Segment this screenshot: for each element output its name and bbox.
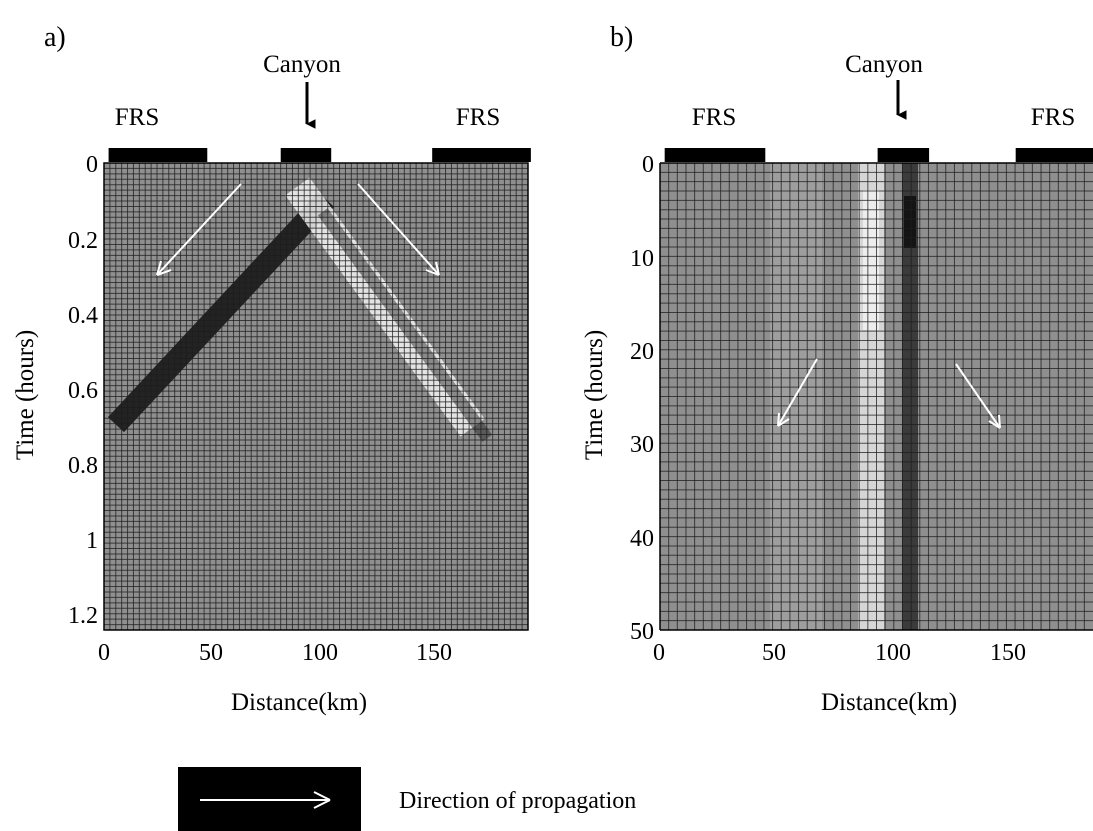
frs-bar [108,148,208,162]
panel-a-frame [103,162,529,631]
panel-a-x-tick-0: 0 [98,640,110,666]
panel-a-x-tick-100: 100 [302,640,338,666]
panel-a-y-tick-3: 0.6 [68,378,98,404]
panel-b-arrow-right [955,363,1001,429]
panel-b-arrow-left-head [777,412,790,427]
panel-b-label: b) [610,22,633,53]
panel-a-y-tick-0: 0 [86,152,98,178]
panel-b-arrow-left [777,358,818,427]
panel-a-y-axis: 0 0.2 0.4 0.6 0.8 1 1.2 Time (hours) [12,152,98,629]
panel-a-y-tick-1: 0.2 [68,228,98,254]
panel-a-arrow-right-head [425,261,440,276]
panel-b-x-tick-150: 150 [990,640,1026,666]
frs-bar [877,148,930,162]
panel-b-frs-bars [664,148,1093,162]
panel-b-y-tick-0: 0 [642,152,654,178]
panel-b-frs-left-label: FRS [692,104,736,131]
panel-a-arrow-left [156,183,242,276]
frs-bar [664,148,766,162]
panel-b-bright-column-core [863,190,879,330]
panel-a-arrow-left-head [156,260,172,276]
panel-a-arrow-right [357,183,440,276]
panel-a-label: a) [44,22,66,53]
panel-a-frs-bars [108,148,531,162]
panel-a-x-tick-50: 50 [199,640,223,666]
panel-a-grid [104,163,528,630]
panel-b-grid [660,163,1093,630]
panel-b-x-axis: 0 50 100 150 Distance(km) [653,640,1026,716]
panel-b-dark-column-core [904,196,916,248]
frs-bar [432,148,531,162]
frs-bar [280,148,332,162]
panel-a-frs-right-label: FRS [456,104,500,131]
frs-bar [1015,148,1093,162]
panel-a-y-tick-4: 0.8 [68,453,98,479]
panel-b-x-tick-50: 50 [762,640,786,666]
panel-b-frs-right-label: FRS [1031,104,1075,131]
panel-a-canyon-label: Canyon [263,51,341,78]
panel-b: b) Canyon FRS FRS 0 10 20 30 40 [581,22,1093,716]
panel-a-dark-ridge [107,191,335,433]
panel-a-x-axis: 0 50 100 150 Distance(km) [98,640,452,716]
panel-b-y-tick-50: 50 [630,619,654,645]
panel-b-y-tick-40: 40 [630,526,654,552]
panel-a-y-tick-5: 1 [86,528,98,554]
panel-b-y-axis: 0 10 20 30 40 50 Time (hours) [581,152,654,645]
panel-a: a) Canyon FRS FRS 0 0.2 0.4 0.6 0.8 1 1.… [12,22,531,716]
panel-a-plot-area [103,162,529,631]
panel-b-arrow-right-head [988,414,1001,429]
panel-a-y-tick-6: 1.2 [68,603,98,629]
panel-b-y-axis-title: Time (hours) [581,330,608,460]
panel-b-x-tick-100: 100 [875,640,911,666]
panel-b-x-axis-title: Distance(km) [821,689,957,716]
panel-a-y-axis-title: Time (hours) [12,330,39,460]
panel-b-plot-area [659,162,1093,631]
legend-arrow-icon-head [313,791,331,809]
panel-b-y-tick-10: 10 [630,246,654,272]
panel-a-bright-ridge [285,177,485,437]
panel-a-x-tick-150: 150 [416,640,452,666]
panel-b-y-tick-20: 20 [630,339,654,365]
panel-a-y-tick-2: 0.4 [68,303,98,329]
panel-a-x-axis-title: Distance(km) [231,689,367,716]
panel-b-y-tick-30: 30 [630,432,654,458]
panel-a-frs-left-label: FRS [115,104,159,131]
legend-label: Direction of propagation [399,788,636,814]
panel-b-canyon-label: Canyon [845,51,923,78]
panel-b-x-tick-0: 0 [653,640,665,666]
legend: Direction of propagation [178,767,636,831]
